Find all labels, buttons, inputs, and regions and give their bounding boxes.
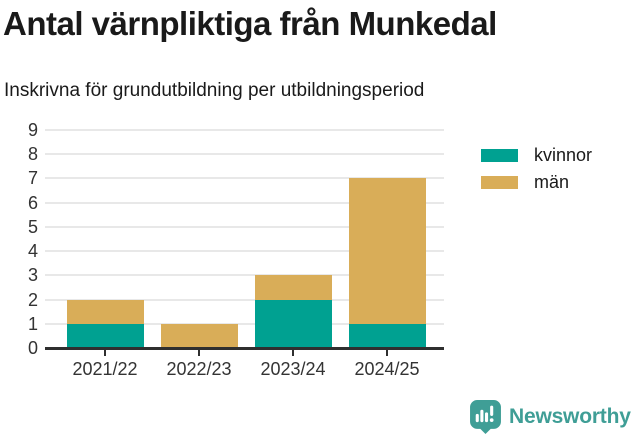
x-axis-line [45, 347, 444, 350]
x-tick-2023/24 [292, 349, 294, 356]
bar-män-2023/24 [254, 275, 332, 300]
brand-footer: Newsworthy [470, 400, 631, 434]
legend-label-kvinnor: kvinnor [534, 145, 593, 165]
x-tick-2024/25 [386, 349, 388, 356]
gridline-1 [45, 322, 444, 325]
bar-män-2021/22 [66, 299, 144, 324]
gridline-7 [45, 177, 444, 180]
legend: kvinnor män [481, 145, 593, 200]
newsworthy-logo-icon [470, 400, 501, 434]
legend-label-män: män [534, 172, 570, 192]
legend-item-kvinnor: kvinnor [481, 145, 593, 165]
chart-subtitle: Inskrivna för grundutbildning per utbild… [4, 80, 425, 101]
y-axis-label-4: 4 [27, 241, 38, 262]
legend-swatch-kvinnor [481, 149, 518, 162]
y-axis-label-1: 1 [27, 313, 38, 334]
bar-kvinnor-2023/24 [254, 299, 332, 348]
x-axis-label-2023/24: 2023/24 [260, 359, 326, 379]
legend-swatch-män [481, 176, 518, 189]
gridline-5 [45, 225, 444, 228]
bar-kvinnor-2021/22 [66, 323, 144, 348]
brand-name: Newsworthy [509, 405, 631, 428]
x-axis-label-2022/23: 2022/23 [166, 359, 232, 379]
legend-item-män: män [481, 172, 592, 192]
gridline-6 [45, 201, 444, 204]
gridline-2 [45, 298, 444, 301]
y-axis-label-0: 0 [27, 338, 38, 358]
x-axis-label-2024/25: 2024/25 [354, 359, 420, 379]
x-tick-2021/22 [104, 349, 106, 356]
y-axis-label-6: 6 [27, 192, 38, 213]
x-tick-2022/23 [198, 349, 200, 356]
y-axis-label-3: 3 [27, 265, 38, 286]
bar-män-2022/23 [160, 323, 238, 348]
y-axis-label-8: 8 [27, 144, 38, 165]
y-axis-label-2: 2 [27, 289, 38, 310]
gridline-9 [45, 129, 444, 131]
y-axis-label-7: 7 [27, 168, 38, 189]
y-axis-label-5: 5 [27, 216, 38, 237]
y-axis-label-9: 9 [27, 120, 38, 140]
gridline-8 [45, 153, 444, 156]
chart-title: Antal värnpliktiga från Munkedal [3, 5, 497, 42]
gridline-4 [45, 250, 444, 253]
bar-män-2024/25 [348, 178, 426, 324]
x-axis-label-2021/22: 2021/22 [72, 359, 138, 379]
bar-kvinnor-2024/25 [348, 323, 426, 348]
gridline-3 [45, 274, 444, 277]
